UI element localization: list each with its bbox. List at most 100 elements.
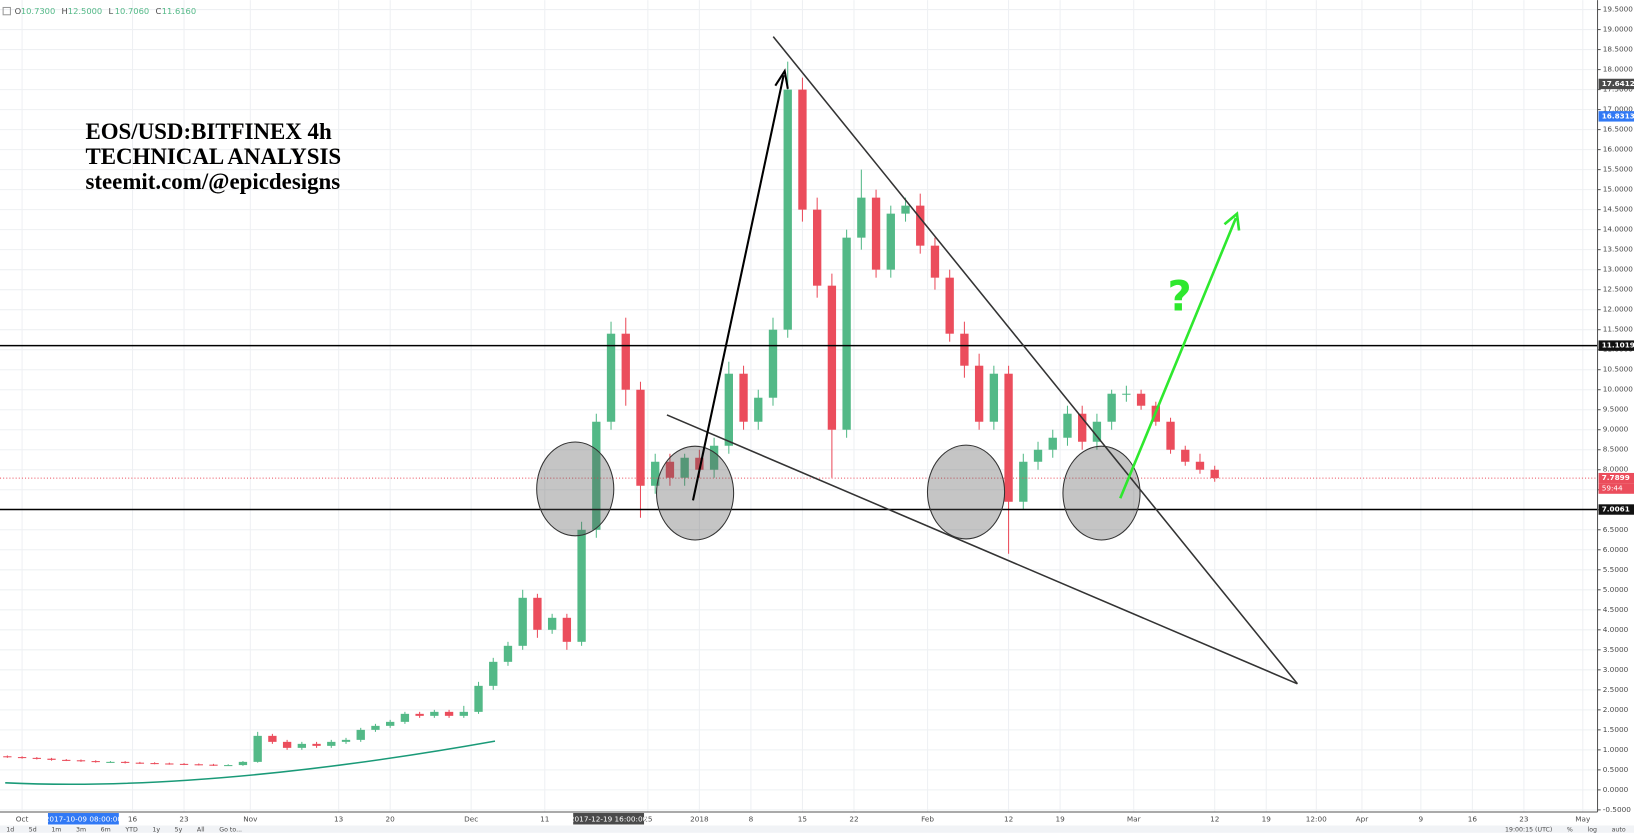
- y-tick-label: 15.5000: [1603, 165, 1633, 174]
- candle-body: [518, 597, 527, 646]
- toolbar-button[interactable]: 1m: [51, 827, 61, 833]
- toolbar: [0, 825, 1634, 833]
- candle-body: [386, 721, 395, 726]
- candle-body: [400, 713, 410, 722]
- candle-body: [665, 461, 675, 478]
- candle-body: [489, 661, 498, 686]
- candle-body: [606, 333, 616, 422]
- legend-value: 10.7060: [115, 6, 149, 16]
- y-tick-label: 16.0000: [1603, 145, 1633, 154]
- candle-body: [739, 373, 748, 422]
- toolbar-button[interactable]: 6m: [101, 827, 111, 833]
- candle-body: [886, 213, 895, 270]
- x-tick-label: Nov: [243, 814, 258, 823]
- toolbar-option[interactable]: log: [1587, 827, 1597, 833]
- y-tick-label: 0.0000: [1603, 785, 1629, 794]
- candle-body: [842, 237, 851, 430]
- grid: [0, 0, 1598, 812]
- y-tick-label: 17.0000: [1603, 105, 1633, 114]
- candle-body: [1181, 449, 1190, 462]
- annotation: ?: [1168, 271, 1192, 320]
- candle-body: [621, 333, 630, 390]
- candle-body: [812, 209, 822, 286]
- candle-body: [768, 329, 778, 398]
- price-tag-label: 11.1019: [1602, 341, 1634, 350]
- toolbar-button[interactable]: 3m: [76, 827, 86, 833]
- candle-body: [1078, 413, 1087, 442]
- crosshair-tag: [573, 813, 645, 825]
- candle-body: [901, 205, 910, 214]
- candle-body: [341, 739, 351, 742]
- candle-body: [533, 597, 542, 630]
- candle-body: [253, 735, 262, 762]
- x-tick-label: 22: [849, 814, 858, 823]
- countdown: 59:44: [1602, 484, 1623, 493]
- y-tick-label: 18.5000: [1603, 45, 1633, 54]
- toolbar-button[interactable]: Go to...: [219, 827, 242, 833]
- legend-toggle[interactable]: [2, 6, 11, 16]
- candle-body: [444, 711, 454, 716]
- price-tag: [1598, 504, 1634, 515]
- x-tick-label: 12: [1210, 814, 1219, 823]
- y-tick-label: 12.5000: [1603, 285, 1633, 294]
- price-tag-label: 17.6412: [1602, 79, 1634, 88]
- y-tick-label: 13.5000: [1603, 245, 1633, 254]
- toolbar-option[interactable]: auto: [1612, 827, 1626, 833]
- x-tick-label: May: [1575, 814, 1591, 823]
- labels: EOS/USD:BITFINEX 4h TECHNICAL ANALYSIS s…: [85, 119, 341, 195]
- y-tick-label: 3.0000: [1603, 665, 1629, 674]
- candle-body: [1092, 421, 1102, 442]
- x-tick-label: 13: [334, 814, 344, 823]
- candle-body: [651, 461, 660, 486]
- y-tick-label: 1.5000: [1603, 725, 1629, 734]
- toolbar-button[interactable]: All: [197, 827, 205, 833]
- candle-body: [709, 445, 719, 470]
- toolbar-option[interactable]: %: [1567, 827, 1573, 833]
- x-tick-label: 2018: [690, 814, 709, 823]
- candle-body: [165, 763, 174, 765]
- x-tick-label: Mar: [1127, 814, 1141, 823]
- candle-body: [17, 757, 27, 759]
- candle-body: [268, 735, 277, 742]
- toolbar-option[interactable]: 19:00:15 (UTC): [1505, 827, 1552, 833]
- trendline: [772, 36, 1299, 685]
- y-tick-label: 0.5000: [1603, 765, 1629, 774]
- toolbar-button[interactable]: 5y: [175, 827, 183, 833]
- toolbar-button[interactable]: YTD: [124, 827, 138, 833]
- x-tick-label: 11: [540, 814, 549, 823]
- y-tick-label: 10.5000: [1603, 365, 1633, 374]
- candle-body: [547, 617, 557, 630]
- price-tag: [1598, 78, 1634, 90]
- countdown-tag: [1598, 483, 1634, 494]
- toolbar-button[interactable]: 1d: [6, 827, 14, 833]
- legend-key: C: [155, 6, 161, 16]
- candle-body: [930, 245, 940, 278]
- legend-key: L: [109, 6, 114, 16]
- y-tick-label: 19.5000: [1603, 5, 1633, 14]
- candle-body: [577, 529, 586, 642]
- crosshair-label: 2017-12-19 16:00:00: [570, 814, 648, 823]
- x-tick-label: 16: [128, 814, 138, 823]
- candle-body: [179, 763, 189, 765]
- price-tag: [1598, 472, 1634, 484]
- y-tick-label: 4.5000: [1603, 605, 1629, 614]
- arrow-head: [774, 68, 789, 89]
- candle-body: [91, 761, 100, 763]
- price-tag-label: 7.0061: [1602, 505, 1630, 514]
- candle-body: [106, 761, 115, 763]
- candle-body: [1166, 421, 1175, 450]
- ohlc-legend: O 10.7300 H 12.5000 L 10.7060 C 11.6160: [15, 6, 197, 16]
- crosshair-label: 2017-10-09 08:00:00: [45, 814, 123, 823]
- arrow: [1119, 217, 1238, 499]
- candle-body: [312, 743, 321, 746]
- toolbar-button[interactable]: 1y: [152, 827, 160, 833]
- y-tick-label: 16.5000: [1603, 125, 1633, 134]
- x-tick-label: 20: [386, 814, 396, 823]
- toolbar-button[interactable]: 5d: [29, 827, 37, 833]
- y-tick-label: 19.0000: [1603, 25, 1633, 34]
- candle-body: [459, 711, 468, 716]
- candle-body: [194, 764, 203, 766]
- candle-body: [960, 333, 969, 366]
- candle-body: [1107, 393, 1116, 422]
